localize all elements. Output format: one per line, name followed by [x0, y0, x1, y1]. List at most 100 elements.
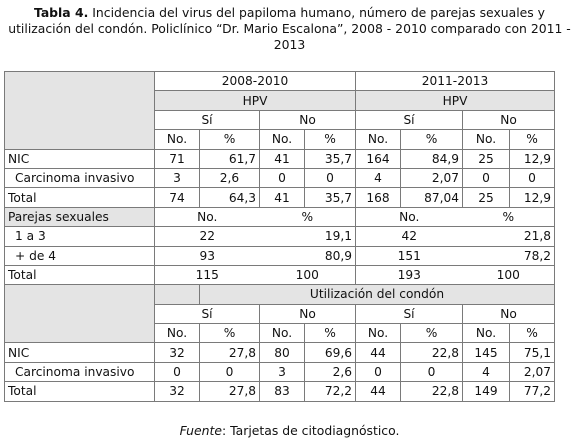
- table-cell: 3: [259, 361, 305, 383]
- source-text: : Tarjetas de citodiagnóstico.: [222, 423, 400, 438]
- col-header-pct: %: [304, 323, 356, 344]
- table-row: Carcinoma invasivo 3 2,6 0 0 4 2,07 0 0: [4, 167, 555, 189]
- period-header: 2008-2010: [154, 70, 356, 92]
- table-cell: 27,8: [199, 342, 260, 363]
- table-cell: 145: [462, 342, 510, 363]
- table-row: Parejas sexuales No. % No. %: [4, 206, 555, 228]
- table-cell: 74: [154, 187, 200, 208]
- table-cell: 83: [259, 381, 305, 402]
- table-row: Total 74 64,3 41 35,7 168 87,04 25 12,9: [4, 187, 555, 208]
- table-cell: 3: [154, 167, 200, 189]
- table-cell: 100: [462, 264, 555, 286]
- no-header: No: [462, 303, 555, 325]
- table-cell: 25: [462, 148, 510, 169]
- table-cell: 32: [154, 342, 200, 363]
- table-cell: 2,6: [304, 361, 356, 383]
- table-cell: 25: [462, 187, 510, 208]
- hpv-header: HPV: [154, 90, 356, 111]
- col-header-pct: %: [304, 129, 356, 150]
- col-header-num: No.: [355, 129, 401, 150]
- table-cell: 21,8: [462, 226, 555, 247]
- si-header: Sí: [355, 303, 463, 325]
- col-header-pct: %: [462, 206, 555, 228]
- blank-cell: [154, 284, 200, 305]
- row-label: 1 a 3: [4, 226, 155, 247]
- table-row: 1 a 3 22 19,1 42 21,8: [4, 226, 555, 247]
- row-label: Carcinoma invasivo: [4, 361, 155, 383]
- no-header: No: [259, 303, 356, 325]
- table-cell: 115: [154, 264, 260, 286]
- table-cell: 69,6: [304, 342, 356, 363]
- table-cell: 35,7: [304, 148, 356, 169]
- table-cell: 151: [355, 245, 463, 266]
- table-cell: 27,8: [199, 381, 260, 402]
- table-cell: 71: [154, 148, 200, 169]
- col-header-num: No.: [154, 129, 200, 150]
- col-header-num: No.: [462, 323, 510, 344]
- table-row: Carcinoma invasivo 0 0 3 2,6 0 0 4 2,07: [4, 361, 555, 383]
- section-header: Parejas sexuales: [4, 206, 155, 228]
- table-cell: 164: [355, 148, 401, 169]
- table-cell: 0: [199, 361, 260, 383]
- table-cell: 87,04: [400, 187, 463, 208]
- caption-text: Incidencia del virus del papiloma humano…: [8, 5, 571, 52]
- col-header-num: No.: [154, 323, 200, 344]
- col-header-num: No.: [259, 323, 305, 344]
- table-cell: 100: [259, 264, 356, 286]
- corner-cell: [4, 284, 155, 344]
- row-label: NIC: [4, 342, 155, 363]
- table-caption: Tabla 4. Incidencia del virus del papilo…: [6, 5, 573, 53]
- table-row: Total 115 100 193 100: [4, 264, 555, 286]
- col-header-num: No.: [355, 323, 401, 344]
- row-label: Total: [4, 187, 155, 208]
- hpv-header: HPV: [355, 90, 555, 111]
- table-source: Fuente: Tarjetas de citodiagnóstico.: [0, 423, 579, 438]
- table-row: + de 4 93 80,9 151 78,2: [4, 245, 555, 266]
- caption-label: Tabla 4.: [33, 5, 89, 20]
- period-header: 2011-2013: [355, 70, 555, 92]
- col-header-pct: %: [400, 129, 463, 150]
- source-label: Fuente: [179, 423, 222, 438]
- no-header: No: [462, 109, 555, 131]
- table-cell: 168: [355, 187, 401, 208]
- table-cell: 84,9: [400, 148, 463, 169]
- corner-cell: [4, 71, 155, 150]
- col-header-pct: %: [400, 323, 463, 344]
- col-header-num: No.: [462, 129, 510, 150]
- table-cell: 0: [304, 167, 356, 189]
- col-header-pct: %: [509, 129, 555, 150]
- col-header-pct: %: [199, 323, 260, 344]
- table-cell: 35,7: [304, 187, 356, 208]
- row-label: + de 4: [4, 245, 155, 266]
- col-header-num: No.: [154, 206, 260, 228]
- table-cell: 0: [509, 167, 555, 189]
- table-cell: 0: [400, 361, 463, 383]
- table-cell: 0: [259, 167, 305, 189]
- si-header: Sí: [355, 109, 463, 131]
- table-cell: 77,2: [509, 381, 555, 402]
- table-cell: 80,9: [259, 245, 356, 266]
- table-cell: 12,9: [509, 148, 555, 169]
- table-cell: 12,9: [509, 187, 555, 208]
- table-cell: 93: [154, 245, 260, 266]
- table-cell: 42: [355, 226, 463, 247]
- table-cell: 44: [355, 342, 401, 363]
- table-row: Total 32 27,8 83 72,2 44 22,8 149 77,2: [4, 381, 555, 402]
- row-label: Carcinoma invasivo: [4, 167, 155, 189]
- condom-header: Utilización del condón: [199, 284, 555, 305]
- row-label: Total: [4, 381, 155, 402]
- row-label: NIC: [4, 148, 155, 169]
- table-cell: 78,2: [462, 245, 555, 266]
- si-header: Sí: [154, 109, 260, 131]
- table-cell: 72,2: [304, 381, 356, 402]
- col-header-num: No.: [259, 129, 305, 150]
- table-cell: 2,07: [400, 167, 463, 189]
- col-header-pct: %: [199, 129, 260, 150]
- table-cell: 4: [462, 361, 510, 383]
- table-cell: 64,3: [199, 187, 260, 208]
- col-header-pct: %: [259, 206, 356, 228]
- table-row: NIC 32 27,8 80 69,6 44 22,8 145 75,1: [4, 342, 555, 363]
- table-cell: 2,6: [199, 167, 260, 189]
- table-cell: 193: [355, 264, 463, 286]
- table-cell: 0: [462, 167, 510, 189]
